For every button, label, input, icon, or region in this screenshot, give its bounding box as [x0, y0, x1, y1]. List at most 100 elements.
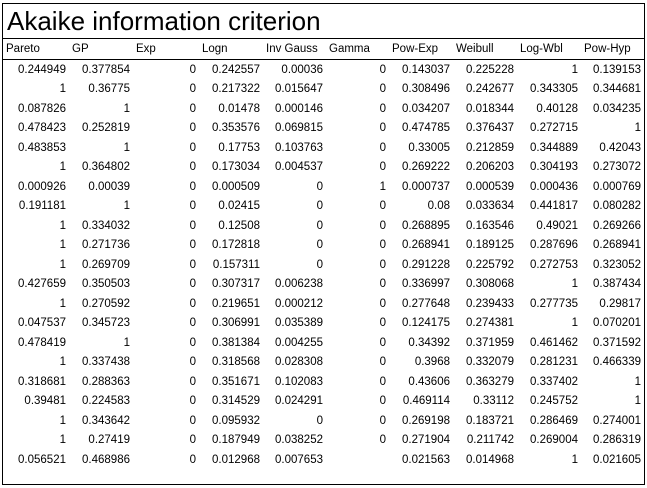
table-cell: 0	[189, 200, 196, 213]
table-row: 0.056521 0.468986 0 0.012968 0.007653 0.02156…	[3, 450, 644, 470]
table-cell: 0.217322	[212, 83, 260, 96]
table-row: 1 0.269709 0 0.157311 0 0 0.291228 0.225792 0.27…	[3, 255, 644, 275]
table-cell: 0.343642	[82, 414, 130, 427]
table-row: 0.483853 1 0 0.17753 0.103763 0 0.33005 0.21285…	[3, 138, 644, 158]
table-row: 0.39481 0.224583 0 0.314529 0.024291 0 0.46911…	[3, 392, 644, 412]
table-cell: 0.39481	[24, 395, 66, 408]
table-cell: 0.014968	[466, 453, 514, 466]
column-header: Pareto	[3, 39, 69, 60]
table-cell: 0.461462	[530, 336, 578, 349]
table-cell: 0.143037	[402, 63, 450, 76]
table-row: 0.427659 0.350503 0 0.307317 0.006238 0 0.3369…	[3, 275, 644, 295]
table-cell: 0	[189, 102, 196, 115]
table-cell: 1	[571, 63, 578, 76]
table-cell: 0.29817	[599, 297, 641, 310]
table-cell: 0	[379, 434, 386, 447]
table-cell: 0.245752	[530, 395, 578, 408]
table-cell: 0.269222	[402, 161, 450, 174]
table-cell: 0.268941	[402, 239, 450, 252]
table-cell: 0.318568	[212, 356, 260, 369]
table-cell: 0.33005	[408, 141, 450, 154]
table-cell: 0.344681	[593, 83, 641, 96]
table-cell: 0.225228	[466, 63, 514, 76]
table-cell: 0.163546	[466, 219, 514, 232]
table-cell: 0.271904	[402, 434, 450, 447]
table-cell: 0.269198	[402, 414, 450, 427]
table-cell: 0.219651	[212, 297, 260, 310]
table-cell: 0.344889	[530, 141, 578, 154]
table-cell: 0.351671	[212, 375, 260, 388]
table-cell: 0	[379, 122, 386, 135]
table-row: 1 0.334032 0 0.12508 0 0 0.268895 0.163546 0.490…	[3, 216, 644, 236]
table-cell: 0.286319	[593, 434, 641, 447]
table-cell: 0.43606	[408, 375, 450, 388]
table-row: 0.191181 1 0 0.02415 0 0 0.08 0.033634 0.441817 0…	[3, 197, 644, 217]
table-cell: 0.172818	[212, 239, 260, 252]
table-cell: 1	[59, 239, 66, 252]
table-cell: 0.000436	[530, 180, 578, 193]
table-cell: 0	[379, 161, 386, 174]
table-cell: 1	[123, 200, 130, 213]
table-cell: 0	[316, 258, 323, 271]
table-cell: 0.12508	[218, 219, 260, 232]
table-body: 0.244949 0.377854 0 0.242557 0.00036 0 0.14303…	[3, 60, 644, 470]
table-cell: 0.080282	[593, 200, 641, 213]
table-cell: 0.376437	[466, 122, 514, 135]
table-cell: 0.337438	[82, 356, 130, 369]
table-cell: 0	[189, 434, 196, 447]
table-cell: 1	[123, 102, 130, 115]
table-cell: 0.211742	[466, 434, 514, 447]
table-cell: 1	[634, 122, 641, 135]
table-row: 0.000926 0.00039 0 0.000509 0 1 0.000737 0.0005…	[3, 177, 644, 197]
table-row: 1 0.27419 0 0.187949 0.038252 0 0.271904 0.2117…	[3, 431, 644, 451]
table-cell: 0.189125	[466, 239, 514, 252]
table-cell: 0.478419	[18, 336, 66, 349]
table-cell: 0	[316, 180, 323, 193]
table-cell: 1	[571, 453, 578, 466]
table-cell: 0.318681	[18, 375, 66, 388]
table-cell: 0.004537	[275, 161, 323, 174]
column-header: Exp	[133, 39, 199, 60]
table-cell: 0	[316, 200, 323, 213]
table-cell: 0	[189, 278, 196, 291]
table-cell: 0.00036	[281, 63, 323, 76]
table-cell: 0	[189, 297, 196, 310]
table-cell: 0	[379, 63, 386, 76]
table-row: 0.478423 0.252819 0 0.353576 0.069815 0 0.4747…	[3, 119, 644, 139]
table-cell: 0	[379, 297, 386, 310]
table-cell: 0	[379, 239, 386, 252]
table-cell: 0.323052	[593, 258, 641, 271]
table-cell: 0.212859	[466, 141, 514, 154]
table-cell: 0	[189, 395, 196, 408]
table-cell: 0.000509	[212, 180, 260, 193]
table-cell: 0.01478	[218, 102, 260, 115]
table-cell: 0.381384	[212, 336, 260, 349]
table-cell: 0.483853	[18, 141, 66, 154]
table-cell: 0	[379, 356, 386, 369]
header-row: Pareto GP Exp Logn Inv Gauss Gamma Pow-Exp Weib…	[3, 39, 644, 60]
table-row: 0.087826 1 0 0.01478 0.000146 0 0.034207 0.0183…	[3, 99, 644, 119]
table-cell: 1	[59, 83, 66, 96]
table-cell: 0.308068	[466, 278, 514, 291]
table-cell: 0.307317	[212, 278, 260, 291]
table-cell: 0.272753	[530, 258, 578, 271]
table-cell: 1	[123, 336, 130, 349]
table-cell: 0.102083	[275, 375, 323, 388]
table-cell: 0.02415	[218, 200, 260, 213]
column-header: Log-Wbl	[517, 39, 581, 60]
table-row: 0.047537 0.345723 0 0.306991 0.035389 0 0.1241…	[3, 314, 644, 334]
table-cell: 0.268941	[593, 239, 641, 252]
table-cell: 0.004255	[275, 336, 323, 349]
table-cell: 0	[189, 219, 196, 232]
column-header: Weibull	[453, 39, 517, 60]
table-cell: 0.269004	[530, 434, 578, 447]
table-cell: 0.468986	[82, 453, 130, 466]
table-cell: 0	[379, 219, 386, 232]
table-cell: 1	[379, 180, 386, 193]
table-cell: 0	[189, 356, 196, 369]
table-cell: 0.364802	[82, 161, 130, 174]
table-cell: 0.038252	[275, 434, 323, 447]
table-cell: 1	[571, 317, 578, 330]
table-cell: 0.308496	[402, 83, 450, 96]
table-cell: 0.304193	[530, 161, 578, 174]
